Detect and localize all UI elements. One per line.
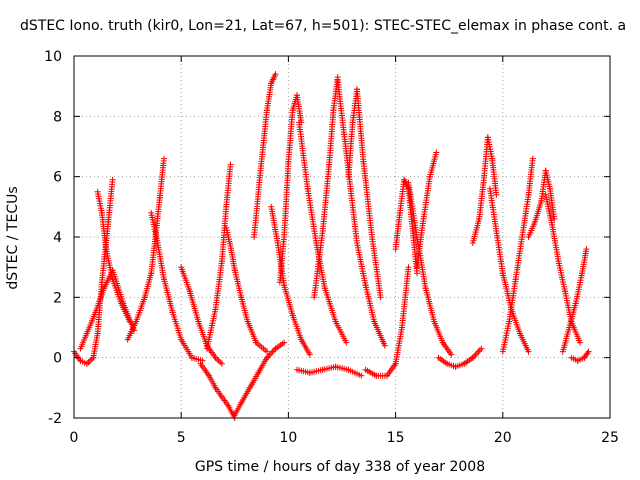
series-26 xyxy=(499,155,536,355)
series-24 xyxy=(469,134,500,246)
series-3 xyxy=(77,267,137,352)
data-point xyxy=(551,215,558,222)
data-point xyxy=(471,353,478,360)
x-tick-label: 5 xyxy=(177,430,186,446)
data-point xyxy=(583,246,590,253)
data-point xyxy=(269,348,276,355)
y-tick-label: 0 xyxy=(53,351,62,367)
data-point xyxy=(271,347,278,354)
series-19 xyxy=(362,264,412,379)
y-axis-label: dSTEC / TECUs xyxy=(5,186,21,289)
y-tick-label: 4 xyxy=(53,230,62,246)
data-point xyxy=(109,176,116,183)
data-point xyxy=(585,348,592,355)
data-point xyxy=(475,348,482,355)
x-tick-label: 0 xyxy=(70,430,79,446)
series-27 xyxy=(525,167,558,240)
data-point xyxy=(493,191,500,198)
data-point xyxy=(377,294,384,301)
series-25 xyxy=(486,185,532,355)
series-22 xyxy=(414,149,440,271)
y-tick-label: 8 xyxy=(53,109,62,125)
x-tick-label: 15 xyxy=(387,430,405,446)
data-point xyxy=(161,155,167,162)
data-point xyxy=(525,348,532,355)
data-point xyxy=(405,264,412,271)
data-point xyxy=(414,270,420,277)
plot-frame xyxy=(73,55,611,419)
y-tick-label: 10 xyxy=(44,49,62,65)
y-tick-label: 2 xyxy=(53,290,62,306)
series-21 xyxy=(405,179,455,358)
series-13 xyxy=(276,92,305,286)
data-point xyxy=(448,351,455,358)
series-23 xyxy=(435,345,485,370)
x-tick-label: 10 xyxy=(279,430,297,446)
series-17 xyxy=(334,77,388,349)
series-11 xyxy=(251,71,279,240)
chart-title: dSTEC Iono. truth (kir0, Lon=21, Lat=67,… xyxy=(20,18,626,34)
series-10 xyxy=(231,339,288,418)
y-tick-labels: -2 0 2 4 6 8 10 xyxy=(44,49,62,427)
x-tick-label: 20 xyxy=(494,430,512,446)
data-point xyxy=(381,342,388,349)
series-14 xyxy=(296,119,350,346)
data-point xyxy=(358,372,365,379)
data-point xyxy=(343,339,350,346)
data-point xyxy=(306,351,313,358)
data-point xyxy=(476,347,483,354)
data-point xyxy=(272,71,279,78)
data-point xyxy=(433,149,440,156)
plot-area xyxy=(71,71,592,421)
series-8 xyxy=(203,161,234,352)
series-5 xyxy=(148,209,206,364)
axes xyxy=(73,55,611,419)
data-point xyxy=(478,345,485,352)
data-point xyxy=(218,360,225,367)
series-12 xyxy=(268,203,313,358)
x-tick-label: 25 xyxy=(601,430,619,446)
series-7 xyxy=(197,360,238,421)
data-point xyxy=(264,348,270,355)
series-30 xyxy=(568,348,592,364)
y-tick-label: -2 xyxy=(48,411,62,427)
x-axis-label: GPS time / hours of day 338 of year 2008 xyxy=(195,459,485,475)
series-28 xyxy=(542,191,583,346)
x-tick-labels: 0 5 10 15 20 25 xyxy=(70,430,619,446)
series-18 xyxy=(345,86,384,301)
series-9 xyxy=(223,224,270,355)
series-29 xyxy=(559,246,590,355)
data-point xyxy=(281,339,288,346)
data-point xyxy=(577,339,583,346)
data-point xyxy=(227,161,234,168)
series-16 xyxy=(311,74,341,301)
series-15 xyxy=(294,363,365,379)
series-6 xyxy=(178,264,225,367)
data-point xyxy=(529,155,536,162)
y-tick-label: 6 xyxy=(53,170,62,186)
series-4 xyxy=(124,155,167,343)
